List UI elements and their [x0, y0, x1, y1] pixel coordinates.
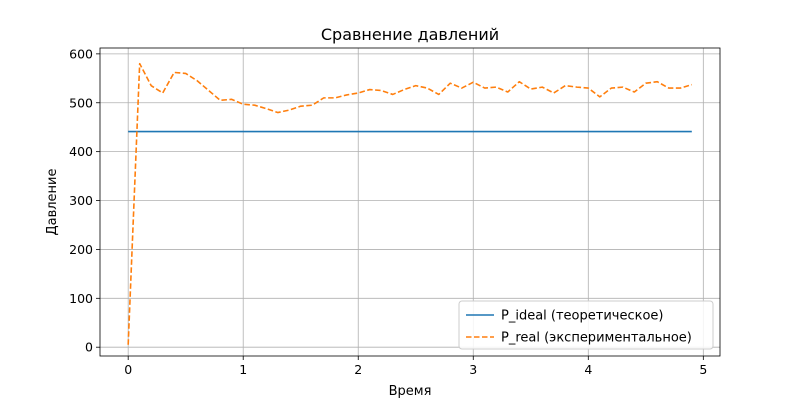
x-axis-label: Время [389, 384, 432, 399]
legend: P_ideal (теоретическое) P_real (экспериме… [458, 300, 714, 350]
y-tick-label: 100 [69, 291, 93, 306]
legend-entry: P_ideal (теоретическое) [501, 309, 663, 324]
grid [100, 48, 720, 356]
y-tick-label: 400 [69, 144, 93, 159]
x-tick-label: 0 [124, 362, 132, 377]
chart-title: Сравнение давлений [321, 25, 499, 44]
x-tick-label: 2 [354, 362, 362, 377]
legend-entry: P_real (экспериментальное) [501, 331, 692, 346]
x-tick-label: 4 [584, 362, 592, 377]
y-tick-label: 200 [69, 242, 93, 257]
y-tick-label: 600 [69, 46, 93, 61]
series-layer [127, 62, 693, 345]
y-tick-label: 500 [69, 95, 93, 110]
y-axis-label: Давление [45, 168, 60, 235]
series-line-p-real [127, 62, 693, 345]
legend-box [458, 300, 714, 350]
x-tick-label: 3 [469, 362, 477, 377]
x-tick-label: 1 [239, 362, 247, 377]
axis-ticks: 0 1 2 3 4 5 0 100 200 300 400 500 600 [69, 46, 707, 377]
plot-frame [99, 47, 721, 357]
y-tick-label: 300 [69, 193, 93, 208]
x-tick-label: 5 [699, 362, 707, 377]
y-tick-label: 0 [85, 340, 93, 355]
